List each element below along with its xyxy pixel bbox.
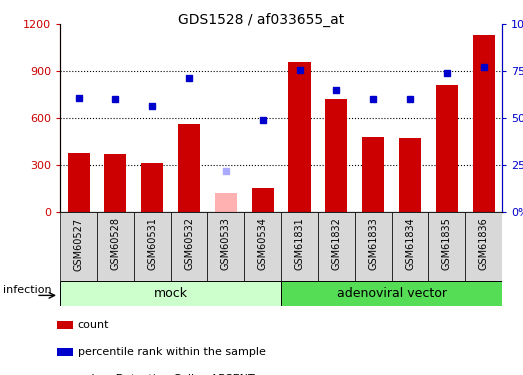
Bar: [60, 212, 97, 281]
Text: mock: mock: [154, 287, 188, 300]
Bar: [281, 281, 502, 306]
Bar: [318, 212, 355, 281]
Bar: [215, 193, 237, 212]
Bar: [208, 212, 244, 281]
Text: GSM60533: GSM60533: [221, 217, 231, 270]
Bar: [325, 99, 347, 212]
Bar: [67, 153, 89, 212]
Text: GDS1528 / af033655_at: GDS1528 / af033655_at: [178, 13, 345, 27]
Text: GSM61835: GSM61835: [442, 217, 452, 270]
Text: infection: infection: [3, 285, 52, 295]
Bar: [281, 212, 318, 281]
Text: GSM60527: GSM60527: [74, 217, 84, 270]
Bar: [289, 62, 311, 212]
Text: GSM60534: GSM60534: [258, 217, 268, 270]
Text: GSM61831: GSM61831: [294, 217, 304, 270]
Text: adenoviral vector: adenoviral vector: [337, 287, 447, 300]
Text: count: count: [77, 320, 109, 330]
Bar: [57, 348, 73, 356]
Text: GSM60528: GSM60528: [110, 217, 120, 270]
Text: GSM61832: GSM61832: [332, 217, 342, 270]
Bar: [170, 212, 208, 281]
Bar: [105, 154, 127, 212]
Bar: [141, 164, 163, 212]
Bar: [392, 212, 428, 281]
Text: GSM61834: GSM61834: [405, 217, 415, 270]
Text: GSM60532: GSM60532: [184, 217, 194, 270]
Bar: [134, 212, 170, 281]
Text: GSM61833: GSM61833: [368, 217, 378, 270]
Bar: [465, 212, 502, 281]
Bar: [399, 138, 421, 212]
Bar: [178, 124, 200, 212]
Bar: [355, 212, 392, 281]
Bar: [252, 188, 274, 212]
Bar: [60, 281, 281, 306]
Text: value, Detection Call = ABSENT: value, Detection Call = ABSENT: [77, 374, 254, 375]
Text: GSM61836: GSM61836: [479, 217, 488, 270]
Bar: [244, 212, 281, 281]
Bar: [57, 321, 73, 329]
Text: percentile rank within the sample: percentile rank within the sample: [77, 347, 266, 357]
Bar: [362, 137, 384, 212]
Bar: [436, 86, 458, 212]
Text: GSM60531: GSM60531: [147, 217, 157, 270]
Bar: [97, 212, 134, 281]
Bar: [473, 35, 495, 212]
Bar: [428, 212, 465, 281]
